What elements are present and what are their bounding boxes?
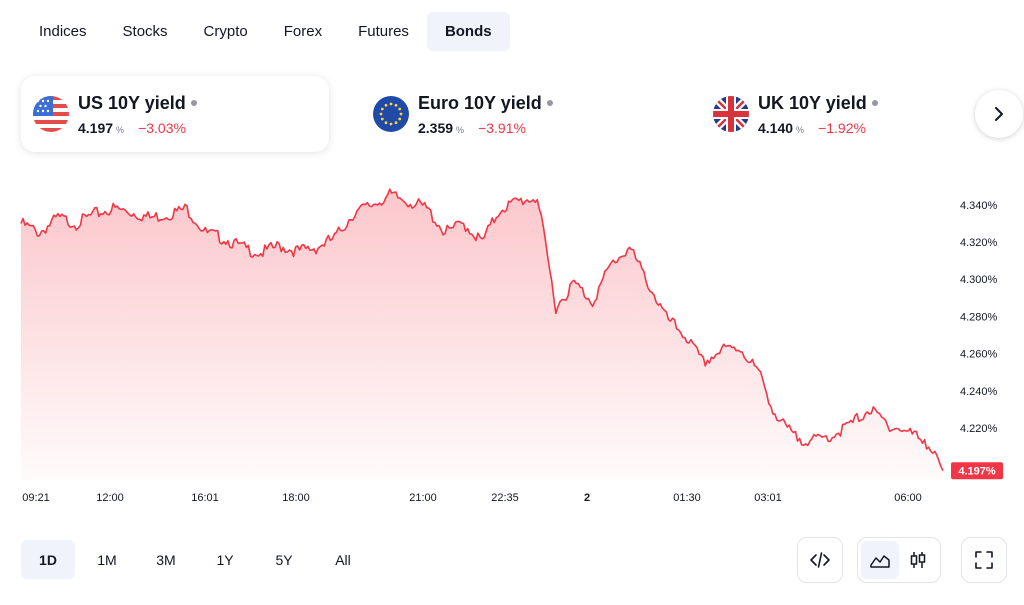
tab-bonds[interactable]: Bonds <box>426 12 510 51</box>
y-tick-label: 4.300% <box>960 274 998 286</box>
card-unit: % <box>796 124 805 135</box>
card-unit: % <box>116 124 125 135</box>
uk-flag-icon <box>713 96 749 132</box>
fullscreen-button[interactable] <box>965 541 1003 579</box>
card-change: −1.92% <box>818 119 866 136</box>
embed-code-icon <box>810 552 830 568</box>
tab-crypto[interactable]: Crypto <box>203 23 248 40</box>
y-tick-label: 4.220% <box>960 423 998 435</box>
y-axis: 4.340% 4.320% 4.300% 4.280% 4.260% 4.240% 4.22… <box>960 200 998 435</box>
y-tick-label: 4.240% <box>960 386 998 398</box>
area-chart-icon <box>870 555 890 568</box>
card-change: −3.03% <box>138 119 186 136</box>
tab-indices[interactable]: Indices <box>39 23 87 40</box>
x-tick-label: 01:30 <box>673 492 701 504</box>
card-unit: % <box>456 124 465 135</box>
status-dot <box>871 100 878 106</box>
tab-futures[interactable]: Futures <box>358 23 409 40</box>
x-tick-label: 06:00 <box>894 492 922 504</box>
candlestick-button[interactable] <box>899 541 937 579</box>
card-value: 2.359 <box>418 119 454 136</box>
chart-area-fill <box>21 189 943 480</box>
card-change: −3.91% <box>478 119 526 136</box>
fullscreen-icon <box>975 551 993 569</box>
yield-chart[interactable]: 4.340% 4.320% 4.300% 4.280% 4.260% 4.240% 4.22… <box>0 180 1024 520</box>
x-tick-label: 21:00 <box>409 492 437 504</box>
x-tick-label: 22:35 <box>491 492 519 504</box>
ticker-card-eu10y[interactable]: Euro 10Y yield 2.359 % −3.91% <box>361 76 669 152</box>
tab-forex[interactable]: Forex <box>283 23 323 40</box>
range-3m[interactable]: 3M <box>156 551 176 568</box>
card-value: 4.140 <box>758 119 794 136</box>
x-axis: 09:21 12:00 16:01 18:00 21:00 22:35 2 01:30 03:0… <box>22 492 922 504</box>
us-flag-icon <box>33 96 69 132</box>
fullscreen-group <box>961 537 1007 583</box>
chevron-right-icon <box>995 107 1003 121</box>
last-value-marker: 4.197% <box>951 462 1003 480</box>
status-dot <box>190 100 197 106</box>
area-chart-button[interactable] <box>861 541 899 579</box>
ticker-card-uk10y[interactable]: UK 10Y yield 4.140 % −1.92% <box>701 76 961 152</box>
x-tick-label: 03:01 <box>754 492 782 504</box>
range-all[interactable]: All <box>335 551 351 568</box>
last-value-label: 4.197% <box>958 466 996 478</box>
range-selector: 1D 1M 3M 1Y 5Y All <box>21 540 375 579</box>
range-1m[interactable]: 1M <box>97 551 117 568</box>
tab-stocks[interactable]: Stocks <box>122 23 168 40</box>
ticker-card-us10y[interactable]: US 10Y yield 4.197 % −3.03% <box>21 76 329 152</box>
card-title: UK 10Y yield <box>758 92 867 113</box>
y-tick-label: 4.260% <box>960 349 998 361</box>
x-tick-label: 2 <box>584 492 590 504</box>
y-tick-label: 4.340% <box>960 200 998 212</box>
next-cards-button[interactable] <box>975 90 1023 138</box>
chart-style-group <box>857 537 941 583</box>
range-1y[interactable]: 1Y <box>216 551 234 568</box>
status-dot <box>546 100 553 106</box>
eu-flag-icon <box>373 96 409 132</box>
x-tick-label: 12:00 <box>96 492 124 504</box>
x-tick-label: 09:21 <box>22 492 50 504</box>
card-title: US 10Y yield <box>78 92 186 113</box>
market-tabs: Indices Stocks Crypto Forex Futures Bond… <box>21 12 510 51</box>
card-title: Euro 10Y yield <box>418 92 542 113</box>
embed-button[interactable] <box>801 541 839 579</box>
y-tick-label: 4.280% <box>960 311 998 323</box>
x-tick-label: 16:01 <box>191 492 219 504</box>
chart-series-line <box>20 188 944 472</box>
card-value: 4.197 <box>78 119 114 136</box>
candlestick-icon <box>910 552 926 568</box>
embed-tool-group <box>797 537 843 583</box>
range-1d[interactable]: 1D <box>21 540 75 579</box>
y-tick-label: 4.320% <box>960 237 998 249</box>
range-5y[interactable]: 5Y <box>275 551 293 568</box>
x-tick-label: 18:00 <box>282 492 310 504</box>
